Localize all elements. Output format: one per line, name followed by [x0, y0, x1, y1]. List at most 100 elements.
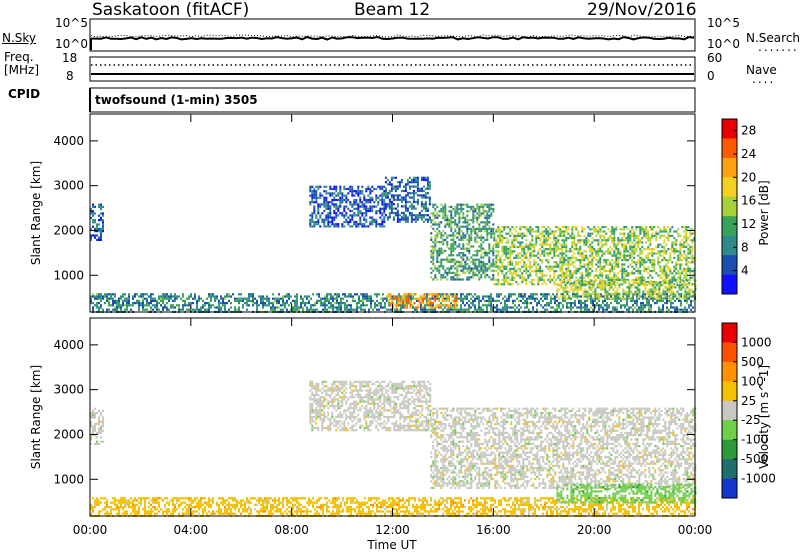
heatmap-cell — [541, 274, 544, 277]
heatmap-cell — [574, 295, 577, 298]
heatmap-cell — [647, 245, 650, 248]
heatmap-cell — [662, 308, 664, 311]
heatmap-cell — [585, 272, 588, 275]
heatmap-cell — [520, 295, 522, 298]
heatmap-cell — [599, 281, 602, 284]
heatmap-cell — [488, 245, 491, 248]
heatmap-cell — [652, 293, 654, 296]
heatmap-cell — [336, 306, 338, 309]
heatmap-cell — [622, 295, 624, 298]
heatmap-cell — [484, 304, 486, 307]
heatmap-cell — [542, 306, 544, 309]
heatmap-cell — [359, 201, 362, 204]
heatmap-cell — [515, 281, 518, 284]
heatmap-cell — [673, 278, 676, 281]
heatmap-cell — [639, 259, 642, 262]
heatmap-cell — [422, 194, 425, 197]
heatmap-cell — [602, 281, 605, 285]
heatmap-cell — [562, 286, 565, 289]
heatmap-cell — [333, 196, 336, 199]
heatmap-cell — [679, 243, 682, 246]
heatmap-cell — [452, 245, 455, 248]
heatmap-cell — [604, 290, 607, 293]
heatmap-cell — [312, 308, 314, 311]
heatmap-cell — [311, 387, 314, 390]
heatmap-cell — [673, 250, 676, 253]
heatmap-cell — [669, 254, 672, 257]
heatmap-cell — [450, 293, 452, 296]
heatmap-cell — [673, 256, 676, 259]
heatmap-cell — [607, 237, 610, 240]
heatmap-cell — [675, 230, 678, 233]
heatmap-cell — [665, 252, 668, 255]
heatmap-cell — [436, 214, 439, 217]
heatmap-cell — [404, 216, 407, 219]
heatmap-cell — [587, 267, 590, 270]
heatmap-cell — [478, 225, 481, 228]
heatmap-cell — [373, 187, 376, 191]
heatmap-cell — [412, 218, 415, 221]
heatmap-cell — [620, 279, 623, 282]
heatmap-cell — [96, 442, 98, 445]
heatmap-cell — [521, 274, 524, 277]
heatmap-cell — [595, 252, 598, 255]
heatmap-cell — [468, 236, 471, 239]
heatmap-cell — [156, 308, 158, 311]
heatmap-cell — [426, 209, 429, 212]
heatmap-cell — [375, 218, 378, 221]
heatmap-cell — [519, 252, 522, 255]
heatmap-cell — [589, 254, 592, 257]
heatmap-cell — [440, 236, 443, 239]
heatmap-cell — [302, 299, 304, 302]
heatmap-cell — [454, 271, 457, 274]
heatmap-cell — [569, 248, 572, 251]
heatmap-cell — [468, 219, 471, 222]
heatmap-cell — [569, 283, 572, 286]
heatmap-cell — [497, 272, 500, 275]
heatmap-cell — [462, 234, 465, 237]
heatmap-cell — [456, 203, 459, 206]
heatmap-cell — [96, 423, 98, 426]
heatmap-cell — [278, 293, 280, 296]
heatmap-cell — [324, 297, 326, 300]
heatmap-cell — [503, 248, 506, 251]
heatmap-cell — [138, 295, 140, 298]
heatmap-cell — [654, 281, 657, 285]
heatmap-cell — [382, 299, 384, 302]
heatmap-cell — [550, 297, 552, 300]
heatmap-cell — [414, 207, 417, 210]
heatmap-cell — [392, 187, 395, 190]
heatmap-cell — [442, 267, 445, 270]
heatmap-cell — [681, 226, 684, 229]
heatmap-cell — [561, 239, 564, 242]
heatmap-cell — [644, 281, 647, 285]
heatmap-cell — [637, 243, 640, 246]
heatmap-cell — [643, 234, 646, 237]
heatmap-cell — [659, 274, 662, 277]
heatmap-cell — [387, 295, 390, 298]
heatmap-cell — [294, 302, 296, 305]
heatmap-cell — [458, 212, 461, 215]
heatmap-cell — [654, 302, 656, 305]
heatmap-cell — [523, 270, 526, 273]
heatmap-cell — [359, 216, 362, 219]
heatmap-cell — [509, 230, 512, 233]
heatmap-cell — [412, 205, 415, 208]
heatmap-cell — [96, 306, 98, 309]
heatmap-cell — [565, 270, 568, 273]
heatmap-cell — [486, 221, 489, 224]
heatmap-cell — [565, 226, 568, 229]
heatmap-cell — [572, 306, 574, 309]
heatmap-cell — [607, 270, 610, 273]
heatmap-cell — [432, 304, 434, 307]
heatmap-cell — [653, 281, 656, 284]
heatmap-cell — [343, 198, 346, 202]
heatmap-cell — [683, 281, 686, 284]
heatmap-cell — [316, 302, 318, 305]
heatmap-cell — [667, 274, 670, 277]
heatmap-cell — [458, 265, 461, 268]
heatmap-cell — [626, 299, 628, 302]
heatmap-cell — [575, 276, 578, 279]
heatmap-cell — [254, 302, 256, 305]
heatmap-cell — [458, 219, 461, 222]
